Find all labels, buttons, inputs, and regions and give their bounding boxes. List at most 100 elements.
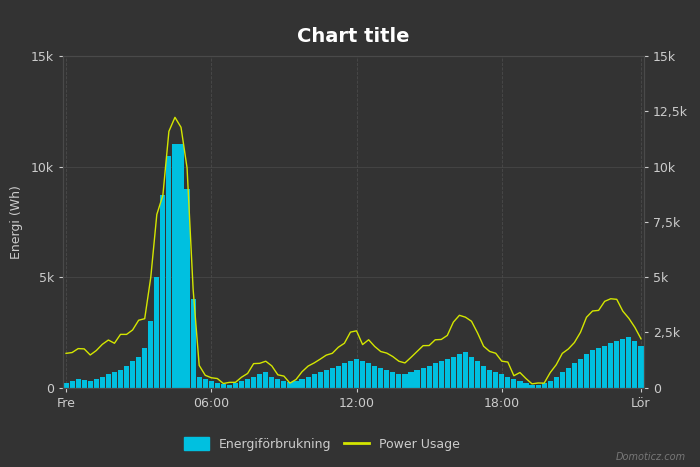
Bar [148, 321, 153, 388]
Bar [112, 372, 117, 388]
Bar [136, 357, 141, 388]
Bar [494, 372, 498, 388]
Bar [632, 341, 638, 388]
Bar [106, 375, 111, 388]
Bar [270, 376, 274, 388]
Bar [487, 370, 492, 388]
Bar [444, 359, 450, 388]
Bar [178, 144, 183, 388]
Bar [421, 368, 426, 388]
Bar [172, 144, 178, 388]
Bar [142, 348, 147, 388]
Y-axis label: Energi (Wh): Energi (Wh) [10, 185, 22, 259]
Bar [505, 376, 510, 388]
Bar [547, 381, 553, 388]
Bar [499, 375, 504, 388]
Bar [572, 363, 577, 388]
Bar [566, 368, 571, 388]
Bar [529, 385, 535, 388]
Bar [620, 339, 625, 388]
Bar [130, 361, 135, 388]
Bar [203, 379, 208, 388]
Bar [348, 361, 353, 388]
Bar [330, 368, 335, 388]
Bar [590, 350, 595, 388]
Bar [475, 361, 480, 388]
Bar [336, 366, 341, 388]
Bar [251, 376, 256, 388]
Bar [69, 381, 75, 388]
Bar [602, 346, 607, 388]
Bar [167, 156, 172, 388]
Bar [426, 366, 432, 388]
Bar [197, 376, 202, 388]
Text: Domoticz.com: Domoticz.com [616, 453, 686, 462]
Bar [451, 357, 456, 388]
Bar [469, 357, 474, 388]
Bar [414, 370, 419, 388]
Bar [220, 384, 226, 388]
Bar [185, 189, 190, 388]
Bar [408, 372, 414, 388]
Title: Chart title: Chart title [298, 27, 410, 46]
Bar [257, 375, 262, 388]
Bar [94, 379, 99, 388]
Bar [154, 277, 160, 388]
Bar [300, 379, 304, 388]
Legend: Energiförbrukning, Power Usage: Energiförbrukning, Power Usage [179, 432, 465, 456]
Bar [118, 370, 123, 388]
Bar [596, 348, 601, 388]
Bar [384, 370, 389, 388]
Bar [293, 381, 299, 388]
Bar [88, 381, 93, 388]
Bar [312, 375, 316, 388]
Y-axis label: Power (Watt): Power (Watt) [699, 182, 700, 262]
Bar [227, 385, 232, 388]
Bar [360, 361, 365, 388]
Bar [542, 383, 547, 388]
Bar [608, 343, 613, 388]
Bar [342, 363, 347, 388]
Bar [239, 381, 244, 388]
Bar [481, 366, 486, 388]
Bar [275, 379, 281, 388]
Bar [378, 368, 384, 388]
Bar [463, 352, 468, 388]
Bar [554, 376, 559, 388]
Bar [245, 379, 250, 388]
Bar [366, 363, 371, 388]
Bar [511, 379, 517, 388]
Bar [305, 376, 311, 388]
Bar [354, 359, 359, 388]
Bar [536, 385, 540, 388]
Bar [318, 372, 323, 388]
Bar [578, 359, 583, 388]
Bar [82, 380, 87, 388]
Bar [263, 372, 268, 388]
Bar [64, 383, 69, 388]
Bar [584, 354, 589, 388]
Bar [323, 370, 329, 388]
Bar [457, 354, 462, 388]
Bar [233, 383, 238, 388]
Bar [209, 381, 214, 388]
Bar [288, 382, 293, 388]
Bar [281, 381, 286, 388]
Bar [614, 341, 620, 388]
Bar [190, 299, 196, 388]
Bar [439, 361, 444, 388]
Bar [626, 337, 631, 388]
Bar [76, 379, 80, 388]
Bar [433, 363, 438, 388]
Bar [372, 366, 377, 388]
Bar [396, 375, 402, 388]
Bar [517, 381, 522, 388]
Bar [124, 366, 129, 388]
Bar [215, 383, 220, 388]
Bar [160, 195, 165, 388]
Bar [524, 383, 528, 388]
Bar [560, 372, 565, 388]
Bar [391, 372, 395, 388]
Bar [100, 376, 105, 388]
Bar [638, 346, 643, 388]
